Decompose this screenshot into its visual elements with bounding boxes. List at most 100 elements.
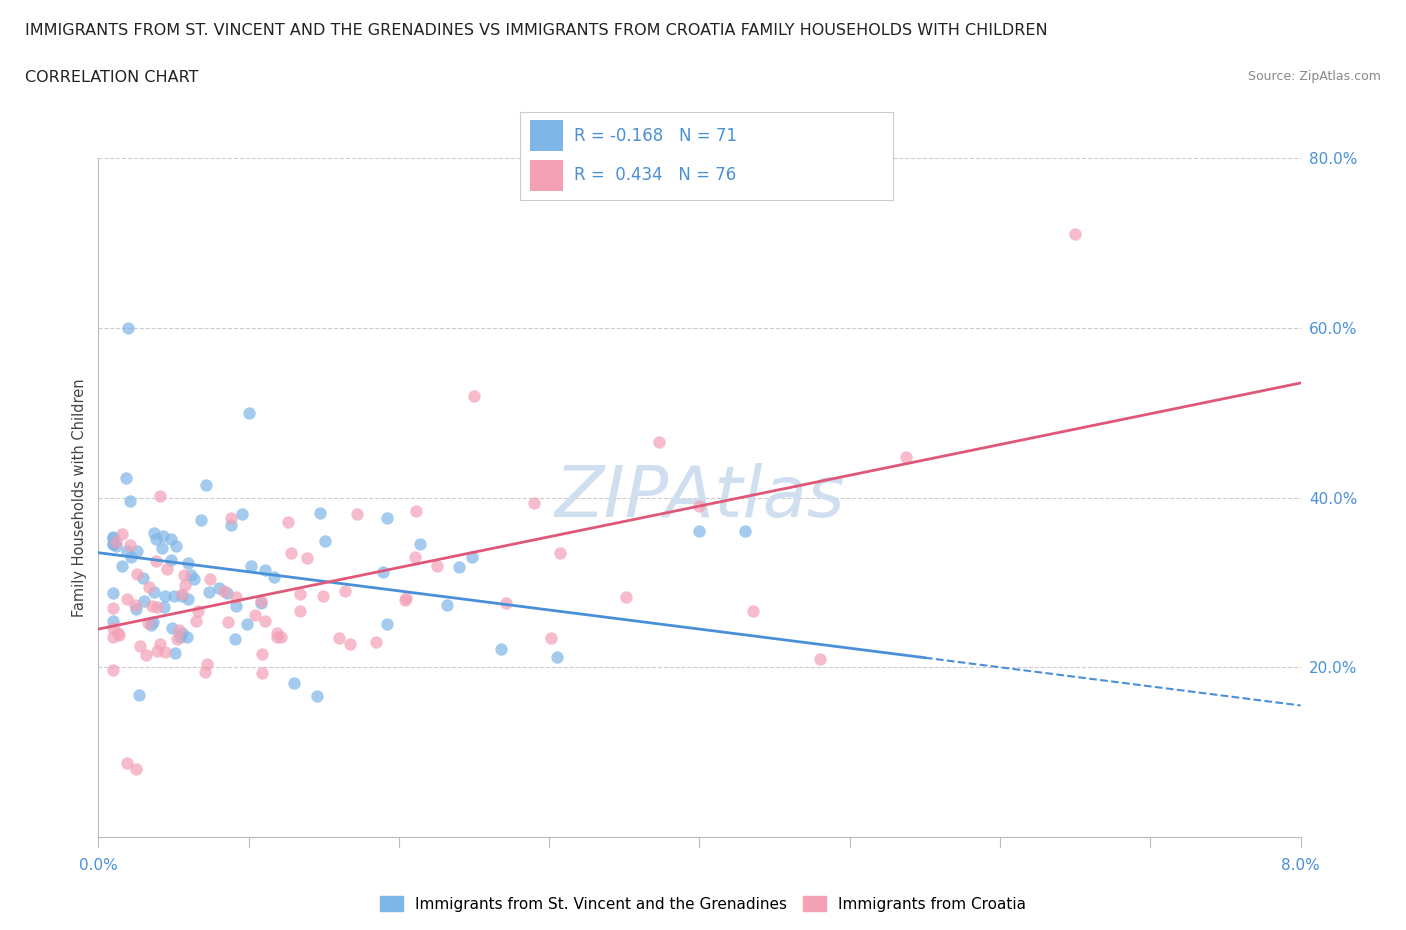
Point — [208, 580, 231, 595]
Point — [165, 538, 187, 553]
Point — [405, 503, 427, 518]
Point — [238, 405, 260, 420]
Point — [149, 488, 172, 503]
Point — [152, 528, 174, 543]
Bar — [530, 160, 562, 192]
Point — [548, 546, 571, 561]
Point — [132, 570, 155, 585]
Point — [127, 544, 149, 559]
Point — [111, 558, 134, 573]
Point — [283, 676, 305, 691]
Point — [219, 511, 242, 525]
Point — [263, 570, 285, 585]
Point — [689, 525, 711, 539]
Point — [176, 591, 198, 606]
Point — [231, 507, 253, 522]
Point — [117, 320, 139, 336]
Point — [254, 613, 277, 628]
Point — [132, 593, 155, 608]
Point — [225, 590, 247, 604]
Point — [103, 600, 125, 615]
Point — [120, 550, 142, 565]
Point — [461, 550, 484, 565]
Point — [124, 597, 146, 612]
Point — [138, 616, 160, 631]
Point — [139, 618, 162, 632]
Point — [165, 645, 187, 660]
Point — [734, 525, 756, 539]
Point — [217, 615, 239, 630]
Point — [409, 537, 432, 551]
Point — [307, 688, 329, 703]
Text: Source: ZipAtlas.com: Source: ZipAtlas.com — [1247, 70, 1381, 83]
Point — [153, 600, 176, 615]
Point — [333, 583, 356, 598]
Point — [174, 578, 197, 593]
Point — [217, 585, 239, 600]
Point — [143, 525, 166, 540]
Point — [155, 589, 177, 604]
Point — [153, 644, 176, 659]
Text: R = -0.168   N = 71: R = -0.168 N = 71 — [574, 126, 737, 145]
Point — [118, 538, 141, 553]
Point — [288, 604, 311, 618]
Point — [375, 617, 398, 631]
Point — [184, 613, 207, 628]
Point — [173, 568, 195, 583]
Point — [145, 531, 167, 546]
Point — [145, 554, 167, 569]
Point — [447, 559, 470, 574]
Point — [373, 565, 395, 579]
Point — [103, 630, 125, 644]
Point — [339, 637, 361, 652]
Point — [224, 631, 246, 646]
Point — [170, 589, 193, 604]
Point — [546, 649, 568, 664]
Point — [103, 530, 125, 545]
Text: R =  0.434   N = 76: R = 0.434 N = 76 — [574, 166, 737, 184]
Point — [103, 613, 125, 628]
Point — [177, 555, 200, 570]
Point — [110, 526, 132, 541]
Point — [404, 549, 426, 564]
Point — [254, 563, 277, 578]
Point — [160, 532, 183, 547]
Point — [277, 514, 299, 529]
Point — [180, 568, 202, 583]
Point — [243, 607, 266, 622]
Point — [103, 531, 125, 546]
Point — [118, 494, 141, 509]
Point — [187, 604, 209, 618]
Point — [195, 478, 218, 493]
Point — [193, 665, 215, 680]
Text: ZIPAtlas: ZIPAtlas — [554, 463, 845, 532]
Point — [103, 537, 125, 551]
Point — [152, 541, 174, 556]
Point — [426, 559, 449, 574]
Text: CORRELATION CHART: CORRELATION CHART — [25, 70, 198, 85]
Point — [463, 389, 485, 404]
Point — [125, 762, 148, 777]
Point — [129, 638, 152, 653]
Point — [249, 593, 271, 608]
Point — [250, 666, 273, 681]
Point — [197, 585, 219, 600]
Point — [156, 562, 179, 577]
Point — [240, 558, 263, 573]
Point — [491, 642, 513, 657]
Point — [169, 630, 191, 644]
Point — [894, 449, 917, 464]
Point — [221, 517, 243, 532]
Point — [115, 591, 138, 606]
Point — [190, 512, 212, 527]
Bar — [530, 121, 562, 152]
Point — [236, 617, 259, 631]
Point — [742, 604, 765, 618]
Point — [436, 597, 458, 612]
Point — [312, 589, 335, 604]
Point — [808, 651, 831, 666]
Text: 8.0%: 8.0% — [1281, 857, 1320, 872]
Point — [103, 663, 125, 678]
Text: 0.0%: 0.0% — [79, 857, 118, 872]
Point — [1064, 227, 1087, 242]
